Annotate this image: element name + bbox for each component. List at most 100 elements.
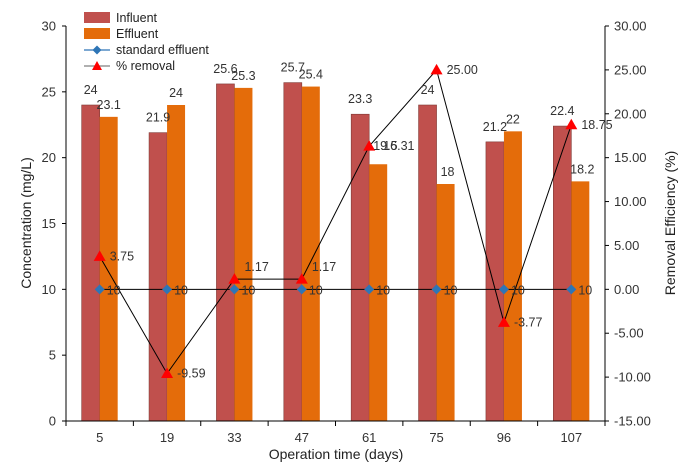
bar-effluent-61 <box>369 164 388 421</box>
standard-effluent-point <box>162 284 173 295</box>
removal-point <box>228 273 241 284</box>
bar-effluent-96 <box>503 131 522 422</box>
effluent-value-label: 18 <box>441 165 455 179</box>
y2-tick-label: -10.00 <box>614 370 651 385</box>
y2-axis-title: Removal Efficiency (%) <box>662 151 678 295</box>
effluent-value-label: 18.2 <box>570 162 594 176</box>
standard-effluent-value-label: 10 <box>511 283 525 297</box>
removal-value-label: -9.59 <box>177 367 206 381</box>
removal-value-label: -3.77 <box>514 315 543 329</box>
standard-effluent-value-label: 10 <box>107 283 121 297</box>
standard-effluent-value-label: 10 <box>376 283 390 297</box>
axes-layer: 0 5 10 15 20 25 30 -15.00 -10.00 -5.00 0.00 5.00 10.… <box>42 19 651 446</box>
y2-tick-label: 15.00 <box>614 150 647 165</box>
influent-value-label: 24 <box>421 83 435 97</box>
legend: Influent Effluent standard effluent % remov… <box>84 11 209 73</box>
removal-point <box>363 140 376 151</box>
influent-value-label: 24 <box>84 83 98 97</box>
x-tick-label: 75 <box>429 430 443 445</box>
standard-effluent-value-label: 10 <box>309 283 323 297</box>
y2-tick-label: 30.00 <box>614 19 647 34</box>
bar-effluent-75 <box>436 184 455 421</box>
standard-effluent-value-label: 10 <box>174 283 188 297</box>
bar-effluent-5 <box>99 116 118 421</box>
y-tick-label: 25 <box>42 84 56 99</box>
y-axis-title: Concentration (mg/L) <box>18 157 34 289</box>
legend-swatch-influent <box>84 12 110 23</box>
removal-point <box>430 63 443 75</box>
influent-value-label: 21.2 <box>483 120 507 134</box>
standard-effluent-point <box>566 284 577 295</box>
bar-effluent-107 <box>571 181 590 421</box>
removal-value-label: 3.75 <box>110 249 134 263</box>
influent-value-label: 22.4 <box>550 104 574 118</box>
standard-effluent-point <box>94 284 105 295</box>
standard-effluent-value-label: 10 <box>444 283 458 297</box>
legend-marker-removal <box>92 61 102 70</box>
y2-tick-label: 25.00 <box>614 62 647 77</box>
y-tick-label: 30 <box>42 19 56 34</box>
effluent-value-label: 25.3 <box>231 69 255 83</box>
influent-value-label: 25.6 <box>213 62 237 76</box>
legend-label-removal: % removal <box>116 59 175 73</box>
y2-tick-label: 0.00 <box>614 282 639 297</box>
bar-influent-5 <box>81 104 100 422</box>
legend-label-standard-effluent: standard effluent <box>116 43 209 57</box>
y-tick-label: 10 <box>42 282 56 297</box>
x-axis-title: Operation time (days) <box>269 446 404 462</box>
x-tick-label: 61 <box>362 430 376 445</box>
effluent-value-label: 25.4 <box>299 68 323 82</box>
removal-point <box>295 273 308 284</box>
bar-influent-61 <box>350 113 370 422</box>
bar-influent-75 <box>418 104 437 422</box>
y2-tick-label: 5.00 <box>614 238 639 253</box>
y2-tick-label: -5.00 <box>614 326 644 341</box>
standard-effluent-point <box>431 284 442 295</box>
x-tick-label: 5 <box>96 430 103 445</box>
standard-effluent-point <box>364 284 375 295</box>
effluent-value-label: 24 <box>169 86 183 100</box>
y2-tick-label: 20.00 <box>614 106 647 121</box>
effluent-value-label: 23.1 <box>97 98 121 112</box>
removal-value-label: 1.17 <box>312 260 336 274</box>
removal-value-label: 1.17 <box>244 260 268 274</box>
bar-influent-96 <box>485 141 505 422</box>
y2-tick-label: -15.00 <box>614 414 651 429</box>
removal-value-label: 16.31 <box>383 139 414 153</box>
y2-tick-label: 10.00 <box>614 194 647 209</box>
influent-value-label: 21.9 <box>146 111 170 125</box>
removal-point <box>93 250 106 261</box>
influent-value-label: 25.7 <box>281 61 305 75</box>
influent-value-label: 23.3 <box>348 92 372 106</box>
legend-label-effluent: Effluent <box>116 27 159 41</box>
standard-effluent-value-label: 10 <box>578 283 592 297</box>
bar-effluent-19 <box>167 105 186 421</box>
y-tick-label: 0 <box>49 414 56 429</box>
y-tick-label: 20 <box>42 150 56 165</box>
bar-effluent-33 <box>234 87 253 421</box>
removal-point <box>161 367 174 379</box>
y-tick-label: 15 <box>42 216 56 231</box>
effluent-value-label: 19.5 <box>373 139 397 153</box>
bar-influent-33 <box>216 83 235 422</box>
x-tick-label: 33 <box>227 430 241 445</box>
standard-effluent-value-label: 10 <box>241 283 255 297</box>
standard-effluent-point <box>296 284 307 295</box>
removal-value-label: 18.75 <box>581 118 612 132</box>
standard-effluent-point <box>498 284 509 295</box>
x-tick-label: 19 <box>160 430 174 445</box>
legend-label-influent: Influent <box>116 11 158 25</box>
removal-point <box>497 316 510 327</box>
removal-line <box>99 68 572 375</box>
y-tick-label: 5 <box>49 348 56 363</box>
legend-swatch-effluent <box>84 28 110 39</box>
bars-layer <box>81 82 590 422</box>
bar-effluent-47 <box>301 86 320 422</box>
x-tick-label: 96 <box>497 430 511 445</box>
legend-marker-standard-effluent <box>92 45 102 55</box>
standard-effluent-point <box>229 284 240 295</box>
removal-value-label: 25.00 <box>447 63 478 77</box>
bar-influent-47 <box>283 82 303 422</box>
